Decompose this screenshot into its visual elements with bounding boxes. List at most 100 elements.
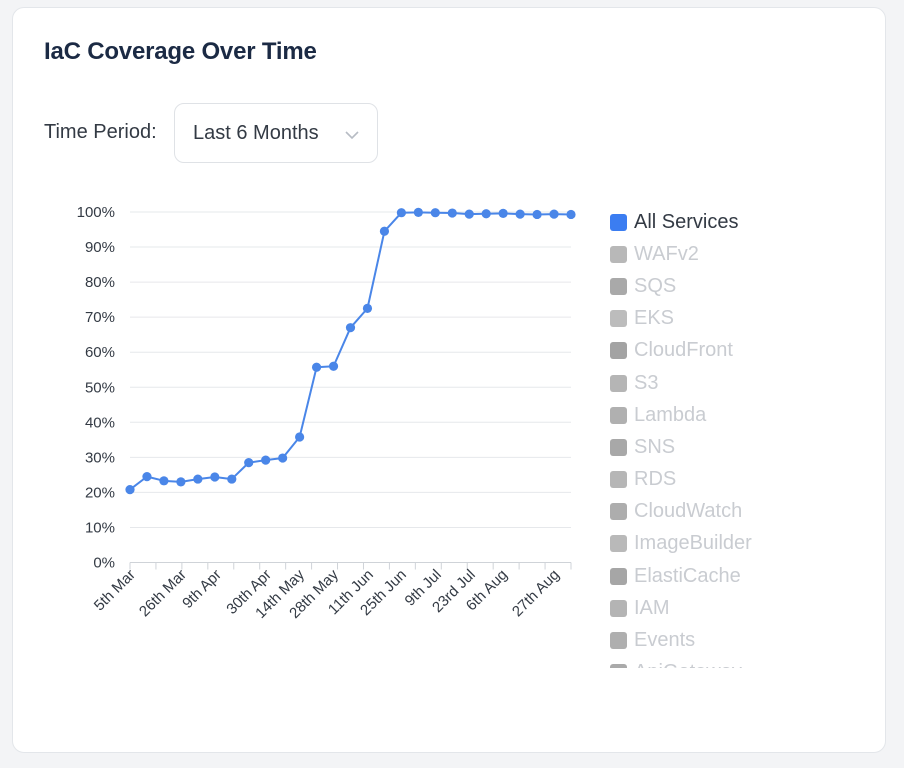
legend-swatch bbox=[610, 213, 627, 231]
x-tick-label: 5th Mar bbox=[91, 566, 139, 614]
legend-item[interactable]: Events bbox=[610, 624, 790, 656]
legend-label: IAM bbox=[634, 596, 670, 619]
y-tick-label: 100% bbox=[77, 204, 115, 221]
legend-label: Lambda bbox=[634, 403, 707, 426]
data-point[interactable] bbox=[176, 477, 186, 487]
y-tick-label: 10% bbox=[85, 519, 115, 536]
legend-swatch bbox=[610, 664, 627, 668]
legend-label: S3 bbox=[634, 371, 659, 394]
legend-swatch bbox=[610, 567, 627, 585]
legend-swatch bbox=[610, 374, 627, 392]
legend-label: WAFv2 bbox=[634, 242, 699, 265]
legend-item[interactable]: IAM bbox=[610, 592, 790, 624]
legend-item[interactable]: EKS bbox=[610, 303, 790, 335]
data-point[interactable] bbox=[379, 226, 390, 236]
legend-label: CloudFront bbox=[634, 339, 733, 362]
data-point[interactable] bbox=[227, 474, 237, 484]
x-tick-label: 9th Apr bbox=[179, 566, 225, 612]
y-tick-label: 0% bbox=[93, 555, 115, 572]
legend-item[interactable]: SNS bbox=[610, 431, 790, 463]
data-point[interactable] bbox=[515, 209, 525, 219]
y-tick-label: 30% bbox=[85, 449, 115, 466]
legend-item[interactable]: ApiGateway bbox=[610, 657, 790, 668]
data-point[interactable] bbox=[430, 208, 440, 218]
data-point[interactable] bbox=[125, 484, 135, 495]
legend-item[interactable]: WAFv2 bbox=[610, 238, 790, 270]
legend-item[interactable]: CloudFront bbox=[610, 335, 790, 367]
data-point[interactable] bbox=[549, 209, 559, 219]
chart-grid bbox=[130, 211, 571, 563]
chart-legend: All Services WAFv2 SQS EKS CloudFront S3 Lambd… bbox=[610, 206, 790, 668]
y-tick-label: 40% bbox=[85, 414, 115, 431]
legend-label: SNS bbox=[634, 435, 676, 458]
data-point[interactable] bbox=[210, 472, 220, 482]
legend-item[interactable]: ImageBuilder bbox=[610, 528, 790, 560]
legend-swatch bbox=[610, 599, 627, 617]
series-all-services bbox=[125, 207, 576, 495]
data-point[interactable] bbox=[532, 209, 542, 220]
legend-item[interactable]: RDS bbox=[610, 464, 790, 496]
legend-item[interactable]: SQS bbox=[610, 270, 790, 302]
data-point[interactable] bbox=[159, 476, 169, 486]
chevron-down-icon bbox=[345, 131, 359, 140]
data-point[interactable] bbox=[244, 458, 254, 468]
coverage-card bbox=[12, 7, 886, 753]
data-point[interactable] bbox=[295, 432, 305, 442]
data-point[interactable] bbox=[278, 453, 288, 463]
y-tick-label: 80% bbox=[85, 274, 115, 291]
x-tick-label: 27th Aug bbox=[509, 566, 563, 620]
legend-swatch bbox=[610, 471, 627, 489]
x-tick-label: 26th Mar bbox=[136, 566, 190, 620]
y-axis: 0% 10% 20% 30% 40% 50% 60% 70% 80% 90% 100% bbox=[77, 204, 115, 572]
data-point[interactable] bbox=[142, 472, 152, 482]
data-point[interactable] bbox=[498, 208, 508, 219]
legend-swatch bbox=[610, 632, 627, 650]
legend-label: Events bbox=[634, 629, 696, 652]
legend-label: ApiGateway bbox=[634, 661, 742, 668]
legend-item[interactable]: S3 bbox=[610, 367, 790, 399]
legend-label: ImageBuilder bbox=[634, 532, 752, 555]
data-point[interactable] bbox=[396, 208, 406, 218]
data-point[interactable] bbox=[413, 207, 423, 217]
legend-swatch bbox=[610, 535, 627, 553]
legend-swatch bbox=[610, 503, 627, 521]
time-period-value: Last 6 Months bbox=[193, 122, 319, 144]
data-point[interactable] bbox=[261, 455, 271, 465]
legend-label: EKS bbox=[634, 307, 675, 330]
legend-label: All Services bbox=[634, 210, 739, 233]
legend-label: RDS bbox=[634, 468, 677, 491]
legend-label: ElastiCache bbox=[634, 564, 741, 587]
data-point[interactable] bbox=[447, 208, 457, 218]
legend-label: CloudWatch bbox=[634, 500, 743, 523]
legend-label: SQS bbox=[634, 274, 677, 297]
legend-item[interactable]: Lambda bbox=[610, 399, 790, 431]
y-tick-label: 50% bbox=[85, 379, 115, 396]
data-point[interactable] bbox=[566, 209, 576, 220]
series-line bbox=[129, 211, 572, 491]
legend-swatch bbox=[610, 438, 627, 456]
y-tick-label: 60% bbox=[85, 344, 115, 361]
legend-swatch bbox=[610, 277, 627, 295]
legend-swatch bbox=[610, 310, 627, 328]
data-point[interactable] bbox=[464, 209, 474, 219]
data-point[interactable] bbox=[193, 474, 203, 484]
card-title: IaC Coverage Over Time bbox=[44, 38, 317, 65]
legend-swatch bbox=[610, 406, 627, 424]
data-point[interactable] bbox=[345, 323, 356, 333]
data-point[interactable] bbox=[311, 362, 322, 372]
time-period-label: Time Period: bbox=[44, 121, 157, 143]
y-tick-label: 20% bbox=[85, 484, 115, 501]
legend-item[interactable]: ElastiCache bbox=[610, 560, 790, 592]
data-point[interactable] bbox=[481, 209, 491, 219]
legend-item[interactable]: CloudWatch bbox=[610, 496, 790, 528]
data-point[interactable] bbox=[328, 361, 339, 371]
legend-swatch bbox=[610, 342, 627, 360]
y-tick-label: 90% bbox=[85, 239, 115, 256]
legend-swatch bbox=[610, 245, 627, 263]
y-tick-label: 70% bbox=[85, 309, 115, 326]
time-period-select[interactable]: Last 6 Months bbox=[174, 103, 378, 163]
legend-item[interactable]: All Services bbox=[610, 206, 790, 238]
data-point[interactable] bbox=[362, 303, 373, 313]
